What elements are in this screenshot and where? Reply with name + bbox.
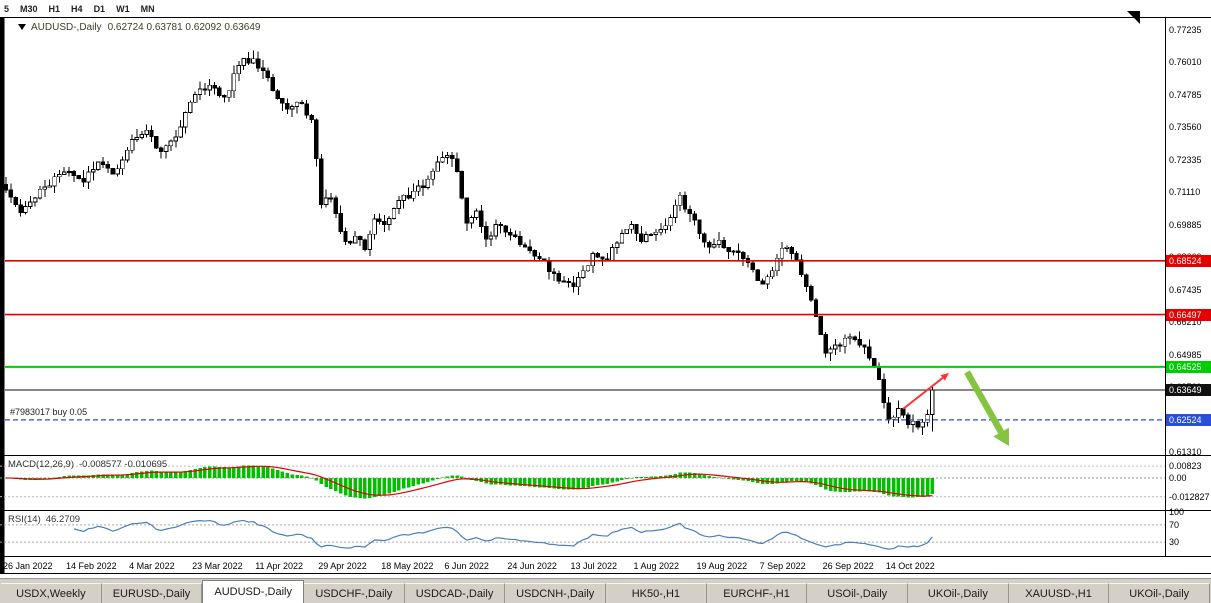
date-label: 14 Feb 2022 [66, 561, 117, 571]
chart-tab[interactable]: EURCHF-,H1 [706, 583, 808, 603]
macd-axis-label: 0.00823 [1169, 461, 1202, 472]
annotation-arrows[interactable] [902, 370, 1009, 446]
date-label: 6 Jun 2022 [444, 561, 489, 571]
rsi-axis-label: 100 [1169, 507, 1185, 517]
chart-title-ohlc: 0.62724 0.63781 0.62092 0.63649 [107, 22, 261, 33]
symbol-marker-icon [18, 24, 26, 30]
chart-shift-icon[interactable] [1127, 11, 1140, 24]
chart-tabs-bar: USDX,Weekly EURUSD-,Daily AUDUSD-,Daily USD… [0, 578, 1211, 603]
date-label: 1 Aug 2022 [633, 561, 680, 571]
price-tick: 0.64985 [1169, 349, 1202, 360]
date-label: 7 Sep 2022 [759, 561, 806, 571]
date-label: 24 Jun 2022 [507, 561, 557, 571]
chart-title: AUDUSD-,Daily 0.62724 0.63781 0.62092 0.6… [18, 22, 261, 33]
chart-tab[interactable]: HK50-,H1 [606, 583, 707, 603]
macd-axis-label: -0.012827 [1169, 491, 1210, 502]
macd-plot [0, 465, 1165, 499]
order-line-label[interactable]: #7983017 buy 0.05 [10, 406, 88, 417]
chart-tab[interactable]: UKOil-,Daily [1109, 583, 1211, 603]
rsi-plot [0, 519, 1165, 550]
date-label: 19 Aug 2022 [696, 561, 748, 571]
date-label: 29 Apr 2022 [318, 561, 367, 571]
price-badge[interactable]: 0.63649 [1166, 384, 1211, 397]
rsi-name: RSI(14) [8, 514, 41, 525]
price-tick: 0.74785 [1169, 89, 1202, 100]
date-label: 18 May 2022 [381, 561, 434, 571]
price-tick: 0.69885 [1169, 219, 1202, 230]
chart-tab[interactable]: EURUSD-,Daily [101, 583, 203, 603]
date-label: 26 Jan 2022 [3, 561, 53, 571]
date-label: 26 Sep 2022 [822, 561, 874, 571]
price-badge[interactable]: 0.62524 [1166, 413, 1211, 426]
timeframe-button-w1[interactable]: W1 [116, 3, 130, 14]
price-tick: 0.71110 [1169, 187, 1201, 198]
timeframe-button-h1[interactable]: H1 [48, 3, 61, 14]
rsi-value: 46.2709 [45, 514, 81, 525]
price-tick: 0.77235 [1169, 25, 1202, 35]
price-tick: 0.61310 [1169, 447, 1202, 457]
chart-tab[interactable]: USDCAD-,Daily [404, 583, 506, 603]
date-label: 13 Jul 2022 [570, 561, 617, 571]
chart-tab[interactable]: USDCHF-,Daily [304, 583, 405, 603]
rsi-axis-label: 70 [1169, 519, 1180, 530]
chart-tab[interactable]: AUDUSD-,Daily [202, 580, 305, 603]
timeframe-button-mn[interactable]: MN [140, 3, 155, 14]
chart-tab[interactable]: USOil-,Daily [807, 583, 909, 603]
timeframe-button-h4[interactable]: H4 [71, 3, 83, 14]
rsi-axis-label: 30 [1169, 537, 1180, 548]
price-badge[interactable]: 0.66497 [1166, 308, 1211, 321]
price-badge[interactable]: 0.68524 [1166, 254, 1211, 267]
timeframe-button-5[interactable]: 5 [4, 3, 10, 14]
timeframe-button-m30[interactable]: M30 [20, 3, 38, 14]
up-trend-arrow[interactable] [902, 373, 949, 410]
price-level-lines[interactable] [5, 260, 1165, 421]
macd-axis-label: 0.00 [1169, 473, 1187, 483]
chart-tab[interactable]: UKOil-,Daily [908, 583, 1009, 603]
price-tick: 0.72335 [1169, 154, 1202, 165]
price-tick: 0.67435 [1169, 284, 1202, 295]
chart-tab[interactable]: USDX,Weekly [1, 583, 102, 603]
date-label: 11 Apr 2022 [255, 561, 304, 571]
rsi-indicator-label: RSI(14) 46.2709 [8, 514, 80, 525]
price-tick: 0.76010 [1169, 57, 1202, 68]
macd-indicator-label: MACD(12,26,9) -0.008577 -0.010695 [8, 459, 167, 470]
timeframe-button-d1[interactable]: D1 [93, 3, 106, 14]
price-tick: 0.73560 [1169, 122, 1202, 133]
macd-values: -0.008577 -0.010695 [79, 459, 168, 470]
down-trend-arrow[interactable] [964, 370, 1009, 446]
candles [3, 50, 935, 436]
timeframe-toolbar: 5 M30 H1 H4 D1 W1 MN [0, 0, 1211, 17]
chart-tab[interactable]: USDCNH-,Daily [505, 583, 607, 603]
chart-title-symbol: AUDUSD-,Daily [31, 22, 102, 33]
price-tick: 0.66210 [1169, 317, 1202, 328]
macd-name: MACD(12,26,9) [8, 459, 74, 470]
chart-frame [0, 17, 1211, 574]
date-label: 4 Mar 2022 [129, 561, 175, 571]
chart-tab[interactable]: XAUUSD-,H1 [1008, 583, 1110, 603]
date-label: 23 Mar 2022 [192, 561, 243, 571]
date-label: 14 Oct 2022 [885, 561, 935, 571]
price-badge[interactable]: 0.64525 [1166, 360, 1211, 373]
